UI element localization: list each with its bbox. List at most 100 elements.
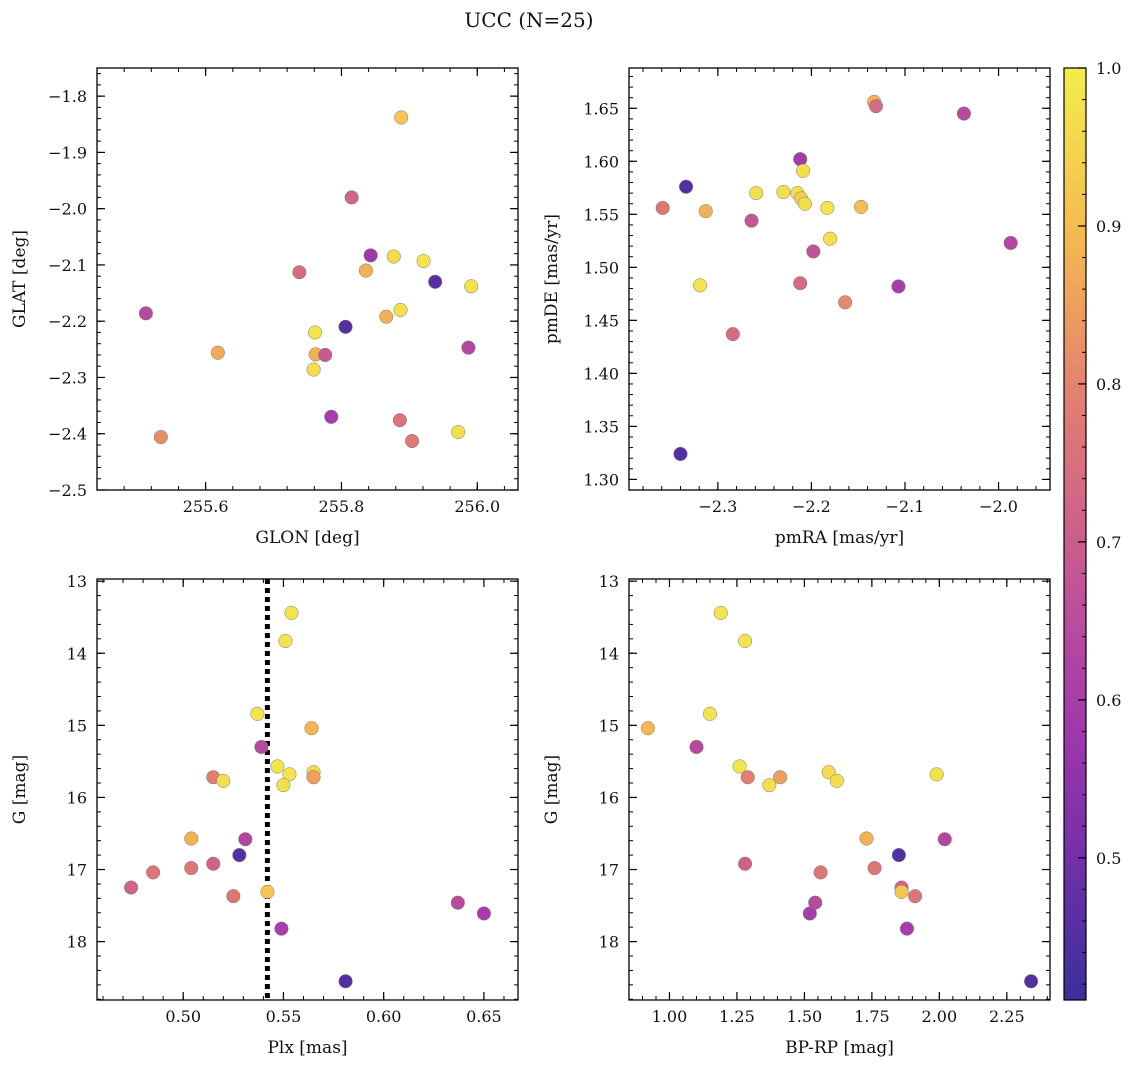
colorbar-tick-label: 0.8: [1096, 375, 1121, 394]
scatter-point: [226, 889, 241, 904]
scatter-point: [461, 340, 476, 355]
scatter-point: [274, 921, 289, 936]
scatter-point: [693, 278, 708, 293]
colorbar-tick-label: 0.7: [1096, 533, 1121, 552]
y-tick-label: −2.4: [48, 425, 87, 444]
x-tick-label: 256.0: [454, 497, 500, 516]
scatter-point: [820, 200, 835, 216]
scatter-point: [773, 770, 788, 785]
scatter-point: [318, 347, 333, 363]
y-tick-label: −2.1: [48, 256, 87, 275]
scatter-point: [306, 770, 321, 785]
scatter-point: [304, 721, 319, 736]
figure-title: UCC (N=25): [464, 8, 593, 32]
scatter-point: [673, 446, 688, 461]
colorbar-tick-label: 1.0: [1096, 59, 1121, 78]
x-tick-label: 2.00: [922, 1007, 958, 1026]
scatter-point: [324, 409, 339, 424]
scatter-point: [737, 633, 753, 649]
y-axis-label: GLAT [deg]: [10, 230, 30, 328]
scatter-point: [655, 200, 670, 216]
colorbar-tick-label: 0.5: [1096, 849, 1121, 868]
panel-plx-g: 0.50 0.55 0.60 0.65 13 14 15 16 17 18 Plx [mas] G […: [10, 572, 519, 1058]
x-tick-label: −2.0: [979, 497, 1018, 516]
scatter-point: [338, 974, 353, 989]
y-tick-label: 18: [599, 933, 619, 952]
scatter-point: [776, 185, 791, 200]
axes-frame: [628, 67, 1051, 491]
scatter-point: [393, 302, 408, 317]
scatter-point: [306, 362, 321, 377]
scatter-point: [891, 848, 906, 863]
x-tick-label: 2.25: [989, 1007, 1025, 1026]
y-tick-label: 15: [67, 716, 87, 735]
scatter-point: [276, 778, 291, 793]
colorbar-tick-label: 0.6: [1096, 691, 1121, 710]
scatter-point: [838, 295, 853, 310]
y-tick-label: 17: [67, 861, 87, 880]
x-axis-label: GLON [deg]: [255, 528, 359, 548]
x-tick-label: 1.25: [719, 1007, 755, 1026]
scatter-point: [891, 279, 906, 294]
x-tick-label: −2.2: [792, 497, 831, 516]
scatter-point: [392, 413, 407, 428]
scatter-point: [899, 921, 915, 936]
scatter-point: [797, 196, 812, 211]
x-tick-label: −2.1: [886, 497, 925, 516]
colorbar-tick-label: 0.9: [1096, 217, 1121, 236]
x-axis-label: Plx [mas]: [267, 1038, 347, 1058]
y-tick-label: 1.45: [583, 311, 619, 330]
y-tick-label: 1.35: [583, 417, 619, 436]
x-tick-label: 0.65: [466, 1007, 502, 1026]
scatter-point: [153, 430, 168, 445]
scatter-point: [737, 856, 753, 871]
scatter-point: [640, 721, 655, 736]
scatter-point: [363, 248, 378, 263]
scatter-point: [282, 767, 297, 782]
y-tick-label: 1.65: [583, 99, 619, 118]
x-tick-label: 255.6: [183, 497, 229, 516]
panel-bprp-g: 1.00 1.25 1.50 1.75 2.00 2.25 13 14 15 16 17 18 BP-R…: [542, 572, 1051, 1058]
scatter-point: [829, 773, 844, 788]
scatter-point: [908, 889, 923, 904]
scatter-point: [740, 770, 755, 785]
y-tick-label: 16: [599, 788, 619, 807]
scatter-point: [698, 204, 713, 219]
scatter-point: [260, 884, 275, 899]
x-tick-label: 1.00: [652, 1007, 688, 1026]
scatter-point: [1024, 974, 1039, 989]
scatter-point: [216, 773, 231, 788]
y-tick-label: 15: [599, 716, 619, 735]
scatter-point: [689, 739, 704, 755]
scatter-point: [344, 190, 359, 205]
x-axis-label: pmRA [mas/yr]: [775, 528, 904, 548]
scatter-point: [894, 884, 909, 899]
scatter-point: [823, 231, 838, 246]
x-tick-label: 1.50: [787, 1007, 823, 1026]
scatter-point: [394, 110, 409, 125]
scatter-point: [250, 706, 265, 721]
scatter-point: [307, 325, 323, 340]
y-axis-label: pmDE [mas/yr]: [542, 214, 562, 344]
scatter-point: [416, 253, 431, 269]
y-tick-label: −2.3: [48, 368, 87, 387]
y-tick-label: −1.9: [48, 143, 87, 162]
scatter-point: [679, 179, 694, 194]
scatter-point: [744, 213, 759, 228]
scatter-point: [238, 832, 253, 847]
y-tick-label: 18: [67, 933, 87, 952]
y-tick-label: −2.0: [48, 200, 87, 219]
scatter-point: [206, 856, 221, 871]
y-tick-label: 16: [67, 788, 87, 807]
x-tick-label: 255.8: [319, 497, 365, 516]
scatter-point: [1003, 235, 1018, 250]
scatter-point: [464, 279, 479, 294]
scatter-point: [853, 199, 869, 214]
scatter-point: [379, 309, 394, 324]
y-tick-label: −2.2: [48, 312, 87, 331]
y-tick-label: 14: [67, 644, 87, 663]
scatter-point: [725, 327, 740, 342]
y-tick-label: −2.5: [48, 481, 87, 500]
y-tick-label: 13: [67, 572, 87, 591]
scatter-point: [210, 345, 225, 360]
